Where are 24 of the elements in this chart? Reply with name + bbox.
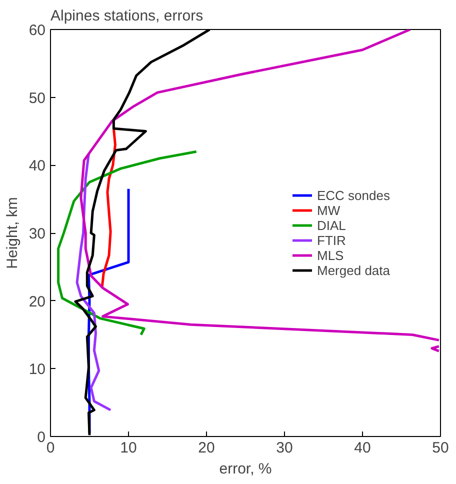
- x-tick-label: 30: [276, 440, 293, 456]
- y-tick-label: 10: [28, 361, 46, 378]
- y-tick-label: 20: [28, 293, 46, 310]
- x-tick-label: 20: [198, 440, 215, 456]
- line-series: [76, 152, 112, 412]
- line-series: [100, 127, 116, 290]
- chart-title: Alpines stations, errors: [50, 8, 204, 24]
- x-tick-label: 40: [354, 440, 371, 456]
- y-axis-title: Height, km: [4, 197, 21, 269]
- y-tick-label: 30: [28, 226, 46, 242]
- y-tick-label: 60: [28, 22, 46, 39]
- x-tick-label: 50: [432, 440, 449, 456]
- y-tick-label: 0: [37, 429, 46, 446]
- legend-label: Merged data: [317, 262, 390, 278]
- y-tick-label: 50: [28, 90, 46, 107]
- x-tick-label: 10: [120, 440, 137, 456]
- x-axis-title: error, %: [219, 460, 272, 478]
- legend-label: MLS: [317, 248, 344, 262]
- legend-label: ECC sondes: [317, 188, 390, 202]
- line-series: [57, 150, 198, 336]
- y-tick-label: 40: [28, 158, 46, 175]
- legend-label: MW: [317, 202, 340, 218]
- legend-label: DIAL: [317, 218, 346, 232]
- legend-label: FTIR: [317, 232, 346, 248]
